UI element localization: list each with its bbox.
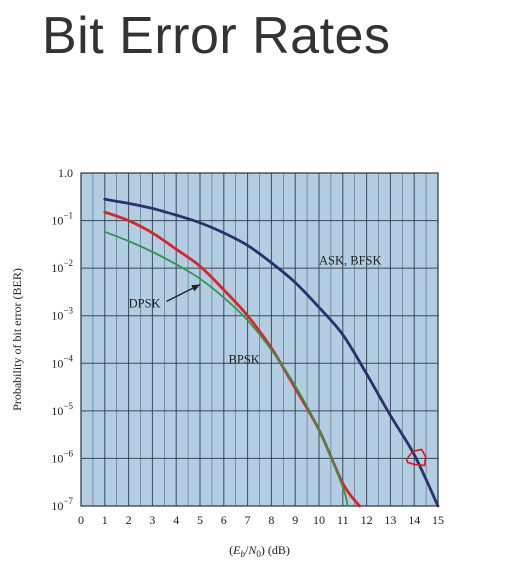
annotation-layer: ASK, BFSK DPSK BPSK [129, 253, 382, 366]
y-tick-label: 10−3 [51, 306, 73, 323]
x-tick-label: 2 [126, 513, 132, 527]
x-tick-label: 12 [361, 513, 373, 527]
x-tick-label: 14 [408, 513, 420, 527]
y-tick-label: 10−7 [51, 496, 73, 513]
y-axis-label: Probability of bit error (BER) [10, 268, 24, 411]
curve-label-ask-bfsk: ASK, BFSK [319, 253, 382, 267]
y-tick-label: 10−1 [51, 211, 73, 228]
x-tick-label: 13 [384, 513, 396, 527]
x-tick-label: 8 [268, 513, 274, 527]
y-axis-ticks: 1.0 10−1 10−2 10−3 10−4 10−5 10−6 10−7 [51, 166, 73, 513]
x-tick-label: 4 [173, 513, 179, 527]
x-tick-label: 1 [102, 513, 108, 527]
grid [80, 172, 439, 507]
x-tick-label: 11 [337, 513, 349, 527]
x-tick-label: 6 [221, 513, 227, 527]
x-tick-label: 9 [292, 513, 298, 527]
y-tick-label: 10−6 [51, 448, 73, 465]
y-tick-label: 10−2 [51, 258, 73, 275]
x-tick-label: 15 [432, 513, 444, 527]
y-tick-label: 1.0 [58, 166, 73, 180]
x-axis-ticks: 0 1 2 3 4 5 6 7 8 9 10 11 12 13 14 15 [78, 513, 444, 527]
x-tick-label: 3 [149, 513, 155, 527]
x-tick-label: 0 [78, 513, 84, 527]
x-axis-label: (Eb/N0) (dB) [229, 543, 290, 559]
x-tick-label: 7 [245, 513, 251, 527]
x-tick-label: 10 [313, 513, 325, 527]
curve-label-bpsk: BPSK [229, 352, 260, 366]
series-line-bpsk [103, 230, 349, 507]
dpsk-arrow-head [191, 284, 200, 292]
curve-label-dpsk: DPSK [129, 296, 161, 310]
y-tick-label: 10−4 [51, 353, 73, 370]
red-highlight-shape [405, 448, 427, 467]
red-highlight-marker [405, 448, 427, 467]
slide-title: Bit Error Rates [42, 7, 391, 65]
series-line-ask-bfsk [103, 197, 440, 508]
series-layer [103, 197, 440, 508]
x-tick-label: 5 [197, 513, 203, 527]
y-tick-label: 10−5 [51, 401, 73, 418]
